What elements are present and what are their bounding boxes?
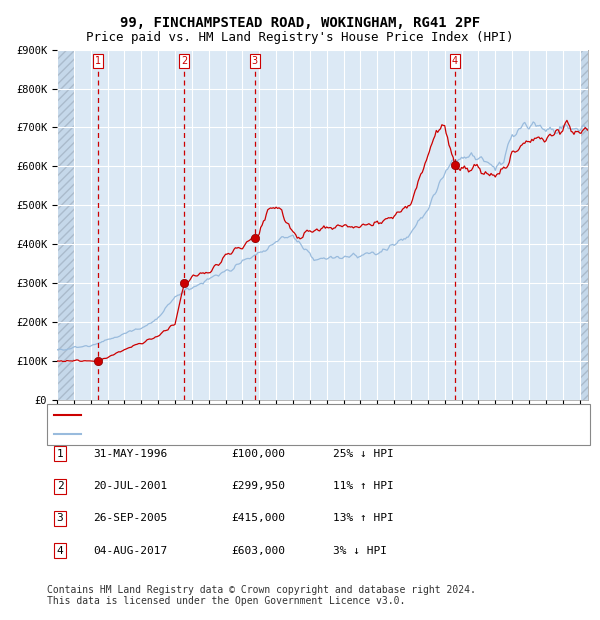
Text: 4: 4: [56, 546, 64, 556]
Text: 20-JUL-2001: 20-JUL-2001: [93, 481, 167, 491]
Text: 3: 3: [56, 513, 64, 523]
Text: HPI: Average price, detached house, Wokingham: HPI: Average price, detached house, Woki…: [84, 429, 388, 439]
Text: 25% ↓ HPI: 25% ↓ HPI: [333, 449, 394, 459]
Text: 99, FINCHAMPSTEAD ROAD, WOKINGHAM, RG41 2PF (detached house): 99, FINCHAMPSTEAD ROAD, WOKINGHAM, RG41 …: [84, 410, 489, 420]
Text: 11% ↑ HPI: 11% ↑ HPI: [333, 481, 394, 491]
Text: 3% ↓ HPI: 3% ↓ HPI: [333, 546, 387, 556]
Text: 1: 1: [95, 56, 101, 66]
Text: 99, FINCHAMPSTEAD ROAD, WOKINGHAM, RG41 2PF: 99, FINCHAMPSTEAD ROAD, WOKINGHAM, RG41 …: [120, 16, 480, 30]
Text: 2: 2: [56, 481, 64, 491]
Text: Contains HM Land Registry data © Crown copyright and database right 2024.
This d: Contains HM Land Registry data © Crown c…: [47, 585, 476, 606]
Text: £415,000: £415,000: [231, 513, 285, 523]
Text: 3: 3: [251, 56, 258, 66]
Text: 26-SEP-2005: 26-SEP-2005: [93, 513, 167, 523]
Text: 13% ↑ HPI: 13% ↑ HPI: [333, 513, 394, 523]
Text: £100,000: £100,000: [231, 449, 285, 459]
Text: 1: 1: [56, 449, 64, 459]
Text: £299,950: £299,950: [231, 481, 285, 491]
Text: 4: 4: [452, 56, 458, 66]
Text: 31-MAY-1996: 31-MAY-1996: [93, 449, 167, 459]
Text: 2: 2: [181, 56, 187, 66]
Text: 04-AUG-2017: 04-AUG-2017: [93, 546, 167, 556]
Text: Price paid vs. HM Land Registry's House Price Index (HPI): Price paid vs. HM Land Registry's House …: [86, 31, 514, 44]
Text: £603,000: £603,000: [231, 546, 285, 556]
